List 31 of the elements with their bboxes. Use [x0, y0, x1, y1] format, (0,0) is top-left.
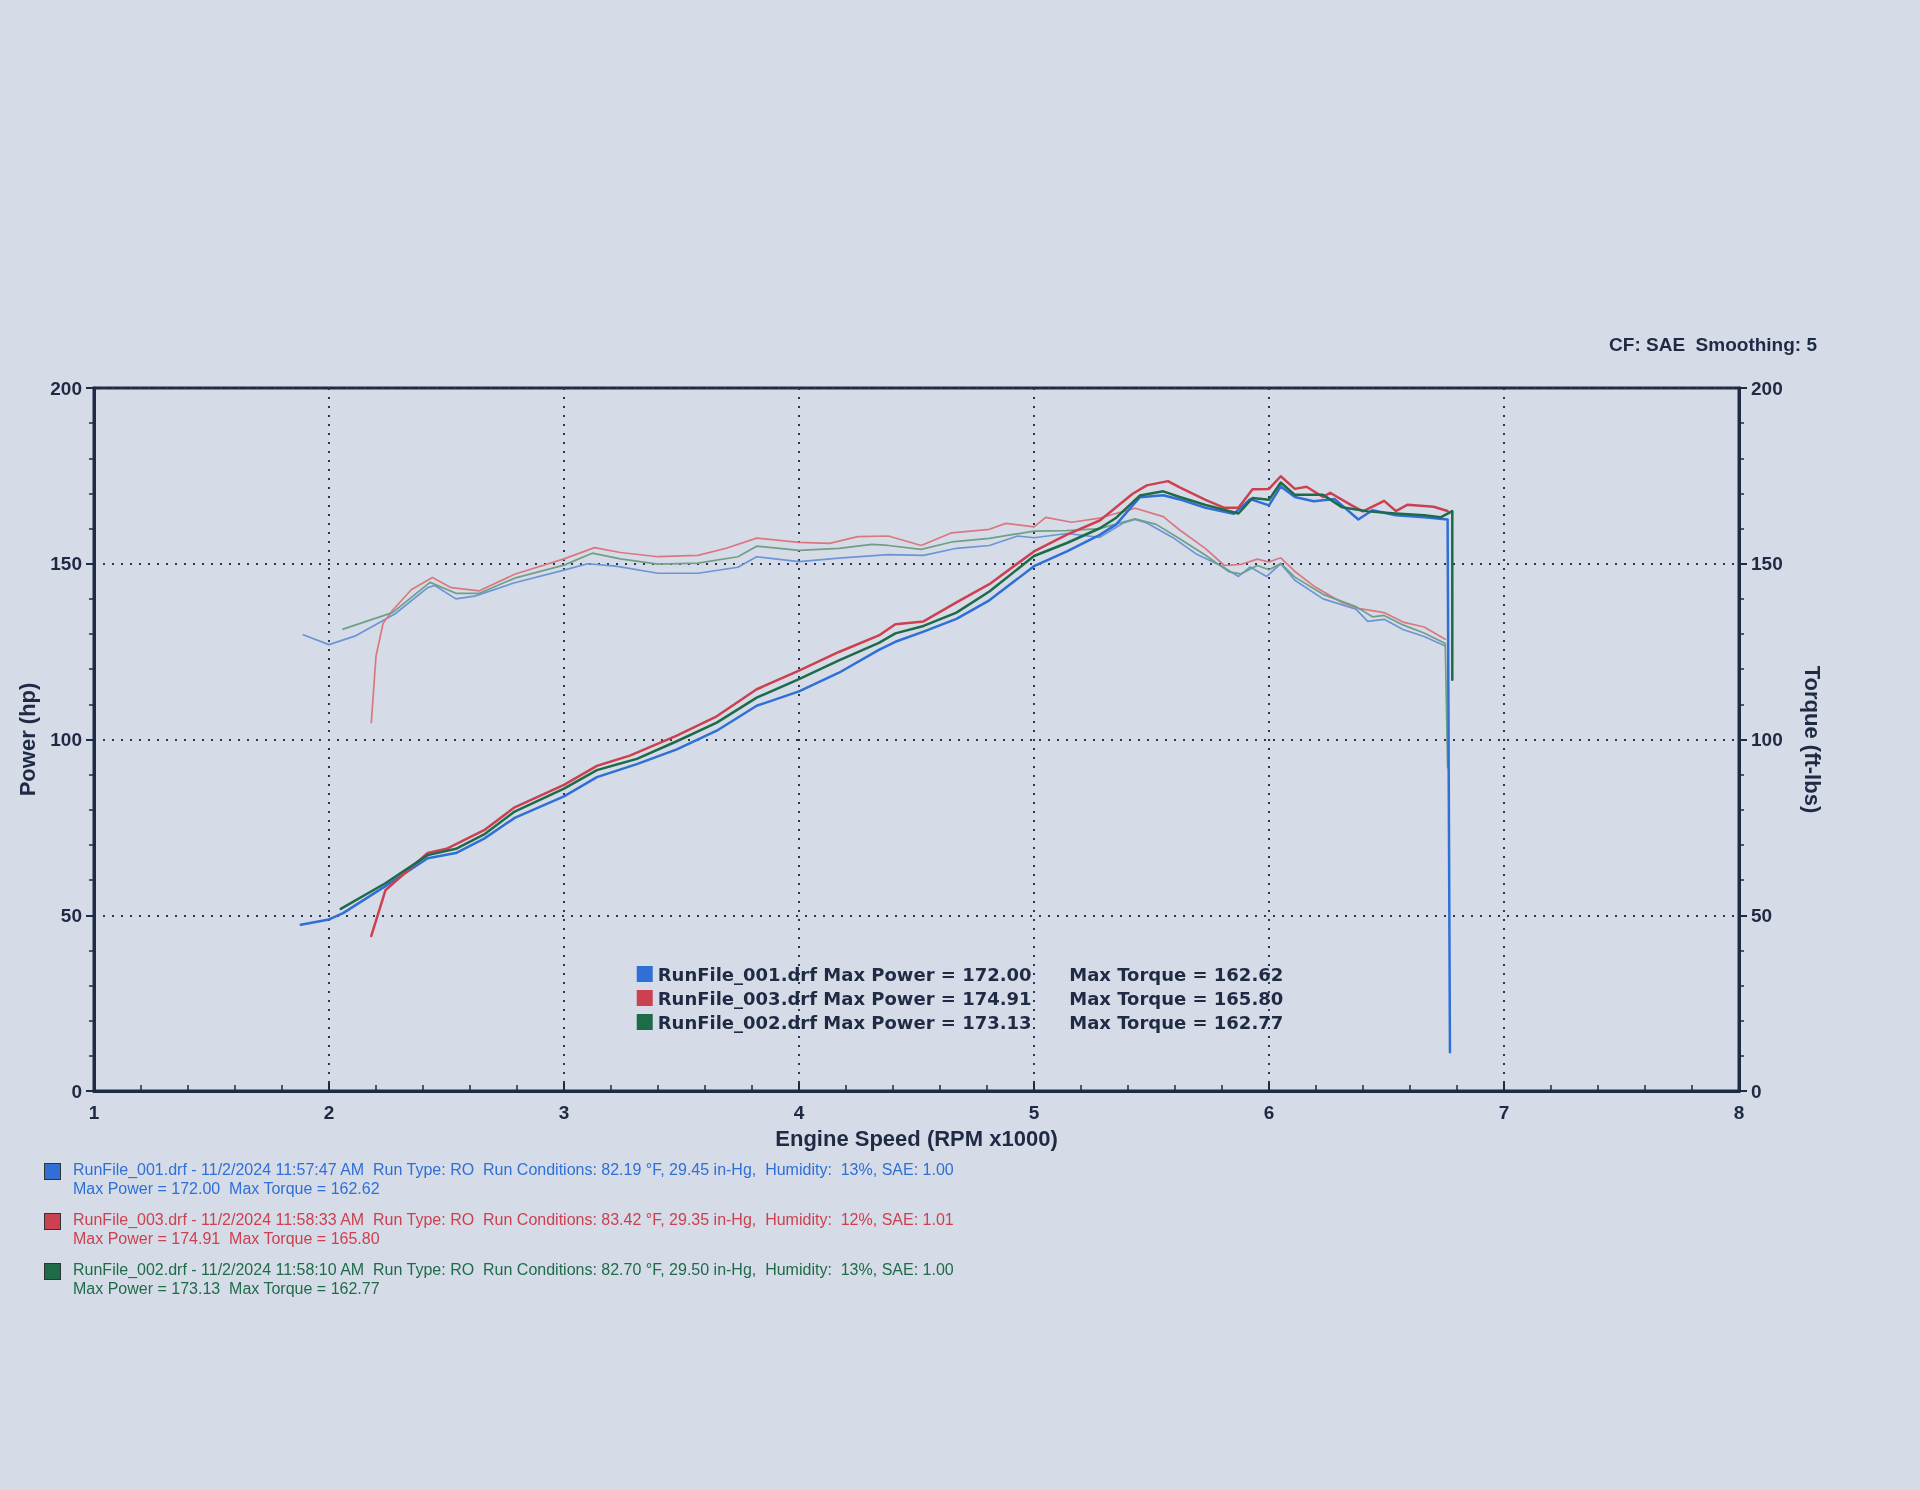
y-axis-title: Power (hp): [14, 682, 40, 797]
legend-label: RunFile_002.drf Max Power = 173.13 Max Torque = 162.77: [657, 1011, 1284, 1033]
x-tick-label: 6: [1263, 1102, 1275, 1123]
x-axis-title: Engine Speed (RPM x1000): [775, 1125, 1058, 1151]
x-tick-label: 5: [1028, 1102, 1040, 1123]
y2-axis-title: Torque (ft-lbs): [1799, 665, 1825, 814]
x-tick-label: 8: [1733, 1102, 1745, 1123]
legend-label: RunFile_003.drf Max Power = 174.91 Max Torque = 165.80: [657, 987, 1284, 1009]
y2-tick-label: 200: [1751, 377, 1783, 399]
text: RunFile_002.drf - 11/2/2024 11:58:10 AM Run Type: RO Run Conditions: 82.70 °F, 29.50 in-Hg, Humidity: 13%, SAE: 1.00 Max Power = 173.13 Max Torque = 162.77: [73, 1260, 954, 1298]
line-series: [302, 518, 1447, 647]
x-tick-label: 4: [793, 1102, 805, 1123]
y-tick-label: 0: [71, 1080, 82, 1102]
y-tick-label: 100: [50, 729, 82, 750]
chart-subtitle: CF: SAE Smoothing: 5: [1609, 334, 1818, 355]
y2-tick-label: 50: [1751, 904, 1773, 926]
y-tick-label: 50: [60, 904, 82, 926]
line-series: [299, 485, 1452, 1054]
x-tick-label: 7: [1498, 1102, 1510, 1123]
y-tick-label: 200: [50, 377, 82, 399]
x-tick-label: 1: [88, 1102, 100, 1123]
x-tick-label: 3: [558, 1102, 570, 1123]
y2-tick-label: 100: [1751, 729, 1783, 750]
y-tick-label: 150: [50, 553, 82, 575]
y2-tick-label: 150: [1751, 553, 1783, 575]
text: RunFile_001.drf - 11/2/2024 11:57:47 AM Run Type: RO Run Conditions: 82.19 °F, 29.45 in-Hg, Humidity: 13%, SAE: 1.00 Max Power = 172.00 Max Torque = 162.62: [73, 1160, 954, 1198]
legend-label: RunFile_001.drf Max Power = 172.00 Max Torque = 162.62: [657, 963, 1284, 985]
text: RunFile_003.drf - 11/2/2024 11:58:33 AM Run Type: RO Run Conditions: 83.42 °F, 29.35 in-Hg, Humidity: 12%, SAE: 1.01 Max Power = 174.91 Max Torque = 165.80: [73, 1210, 954, 1248]
x-tick-label: 2: [323, 1102, 335, 1123]
y2-tick-label: 0: [1751, 1080, 1762, 1102]
line-series: [370, 507, 1447, 724]
